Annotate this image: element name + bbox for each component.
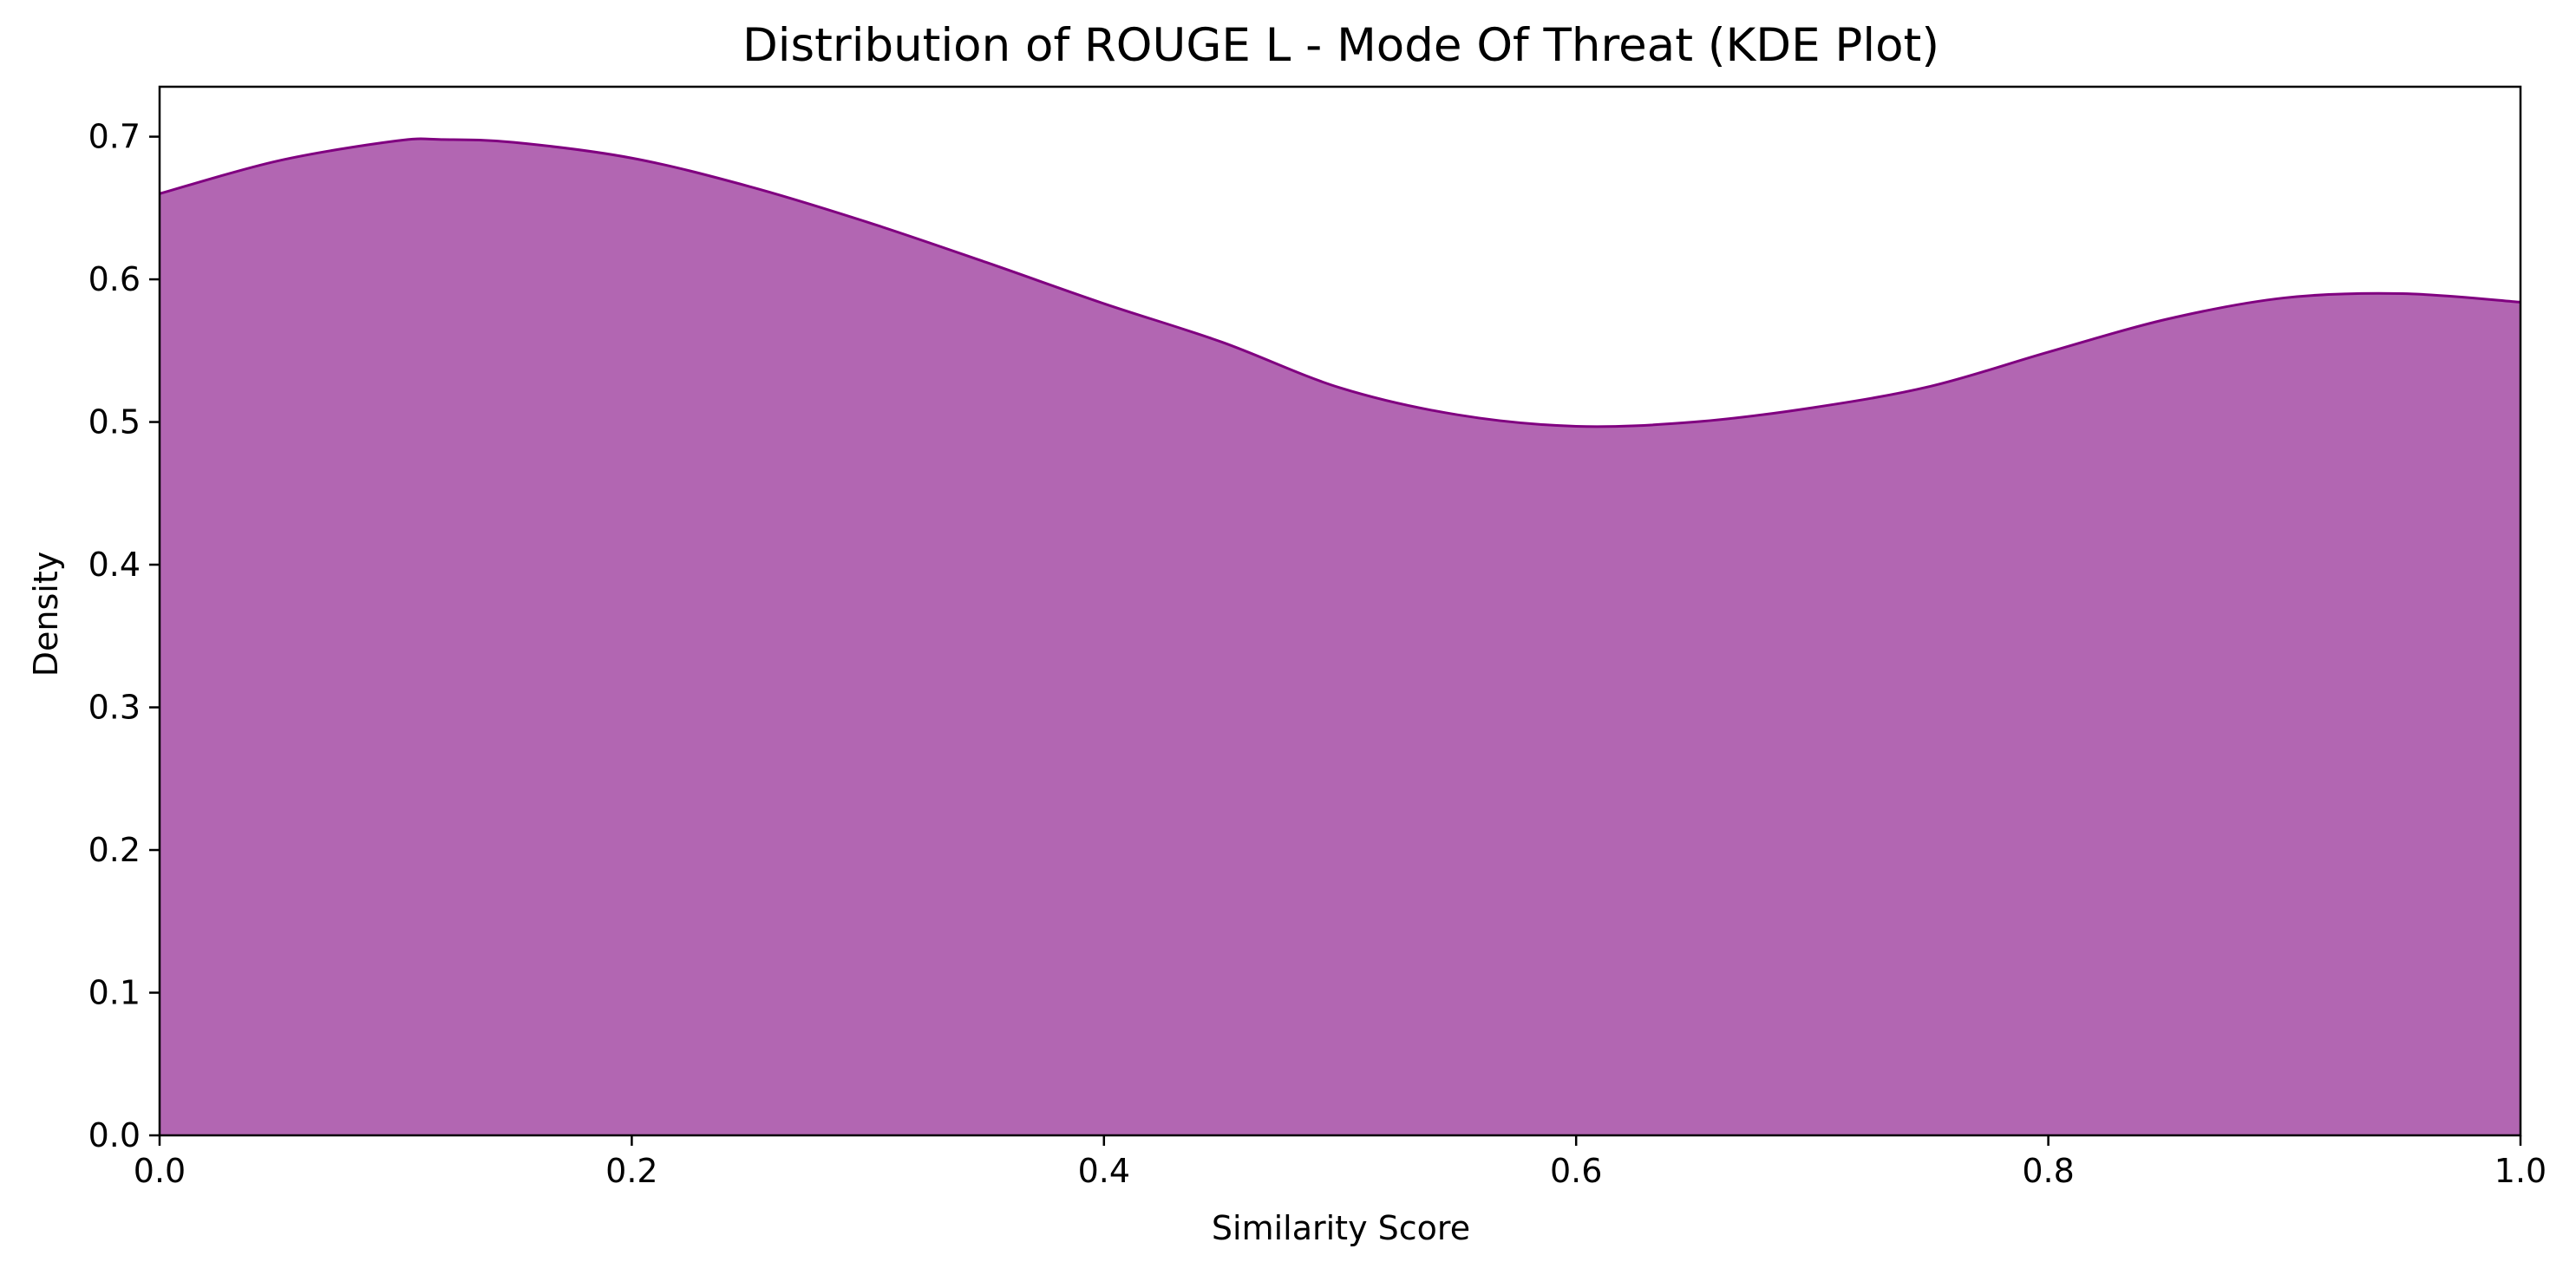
axes-frame xyxy=(158,85,2522,1137)
x-tick-label: 0.8 xyxy=(2022,1152,2074,1190)
x-tick-label: 0.6 xyxy=(1550,1152,1602,1190)
y-tick-label: 0.3 xyxy=(88,689,141,727)
kde-curve-line xyxy=(159,137,2521,428)
kde-area-fill xyxy=(160,139,2520,1136)
x-tick-label: 1.0 xyxy=(2494,1152,2547,1190)
y-axis-ticks: 0.0 0.1 0.2 0.3 0.4 0.5 0.6 0.7 xyxy=(88,118,160,1154)
y-tick-label: 0.0 xyxy=(88,1116,141,1154)
y-axis-label: Density xyxy=(27,552,65,677)
y-tick-label: 0.1 xyxy=(88,974,141,1012)
x-tick-label: 0.0 xyxy=(134,1152,186,1190)
x-tick-label: 0.4 xyxy=(1078,1152,1130,1190)
y-tick-label: 0.4 xyxy=(88,546,141,584)
y-tick-label: 0.7 xyxy=(88,118,141,156)
x-tick-label: 0.2 xyxy=(605,1152,657,1190)
y-tick-label: 0.6 xyxy=(88,260,141,298)
x-axis-ticks: 0.0 0.2 0.4 0.6 0.8 1.0 xyxy=(134,1135,2547,1190)
plot-area xyxy=(159,137,2521,1136)
y-tick-label: 0.2 xyxy=(88,831,141,869)
y-tick-label: 0.5 xyxy=(88,403,141,441)
x-axis-label: Similarity Score xyxy=(1212,1209,1470,1247)
chart-title: Distribution of ROUGE L - Mode Of Threat… xyxy=(742,19,1939,72)
